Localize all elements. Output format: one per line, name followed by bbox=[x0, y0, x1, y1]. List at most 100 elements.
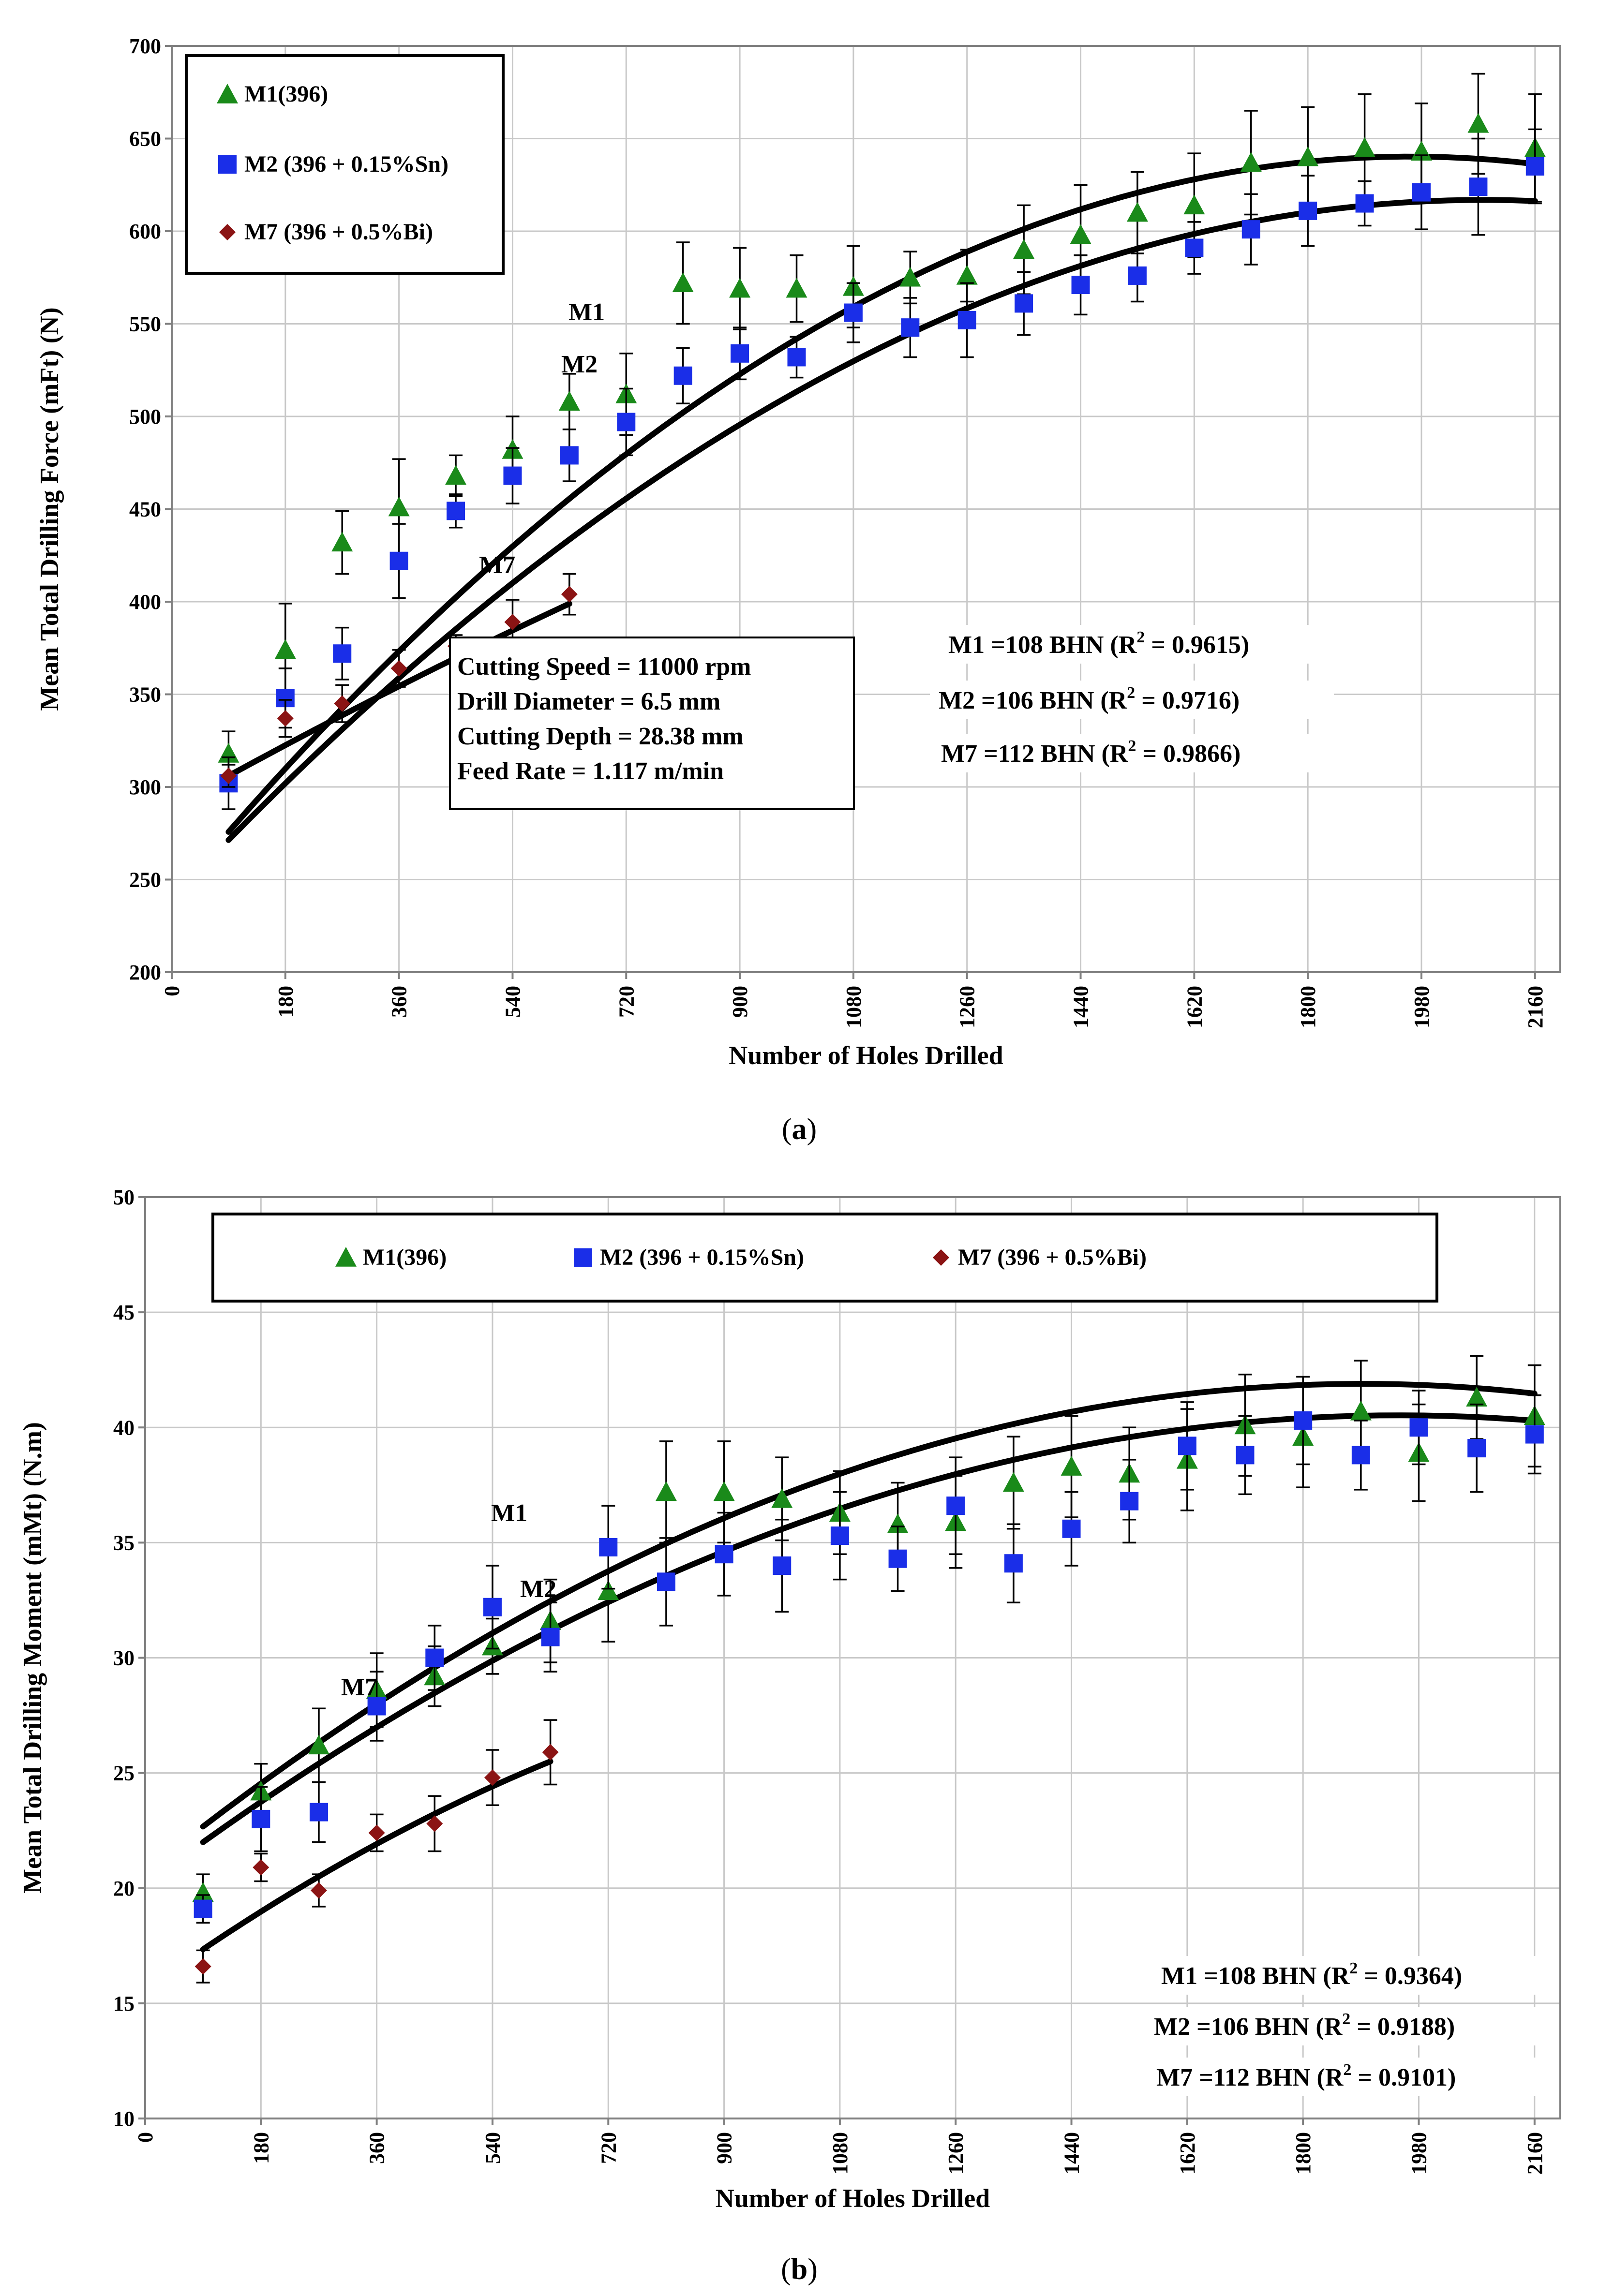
trendline-m2 bbox=[200, 1412, 1538, 1845]
x-tick-label: 720 bbox=[614, 986, 638, 1018]
data-point bbox=[333, 644, 352, 663]
data-point bbox=[368, 1824, 385, 1841]
data-point bbox=[713, 1481, 735, 1501]
legend: M1(396) M2 (396 + 0.15%Sn) M7 (396 + 0.5%B… bbox=[185, 54, 505, 275]
r2-label-suffix: = 0.9364) bbox=[1358, 1962, 1462, 1990]
data-point bbox=[334, 695, 351, 712]
r2-superscript: 2 bbox=[1128, 737, 1136, 755]
r2-label-prefix: M7 =112 BHN (R bbox=[1156, 2064, 1344, 2091]
x-tick-label: 1440 bbox=[1060, 2132, 1084, 2175]
chart-b-drilling-moment: 10 15 20 25 30 35 40 45 50 0 180 360 540 720 900 1080 12… bbox=[18, 1185, 1561, 2286]
x-axis-title: Number of Holes Drilled bbox=[716, 2184, 990, 2213]
data-point bbox=[786, 278, 807, 298]
data-point bbox=[1128, 266, 1147, 285]
data-point bbox=[484, 1769, 501, 1786]
r2-superscript: 2 bbox=[1349, 1959, 1358, 1977]
x-tick-label: 1260 bbox=[956, 986, 979, 1028]
data-point bbox=[729, 278, 751, 298]
series-m1 bbox=[192, 1355, 1545, 1912]
x-tick-label: 360 bbox=[388, 986, 411, 1018]
data-point bbox=[445, 465, 467, 485]
data-point bbox=[483, 1598, 502, 1616]
legend-entry: M1(396) bbox=[244, 81, 328, 107]
y-tick-label: 200 bbox=[129, 961, 161, 984]
y-tick-label: 550 bbox=[129, 312, 161, 336]
data-point bbox=[617, 413, 636, 431]
y-tick-label: 15 bbox=[113, 1992, 134, 2015]
cutting-conditions-box: Cutting Speed = 11000 rpm Drill Diameter … bbox=[449, 637, 855, 810]
legend-marker bbox=[217, 84, 238, 104]
r2-label-suffix: = 0.9188) bbox=[1350, 2013, 1455, 2041]
conditions-frame bbox=[449, 637, 855, 810]
data-point bbox=[331, 532, 353, 552]
y-tick-label: 250 bbox=[129, 868, 161, 892]
data-point bbox=[1185, 238, 1204, 257]
series-m7 bbox=[194, 1719, 559, 1984]
data-point bbox=[194, 1899, 212, 1918]
data-point bbox=[1299, 201, 1317, 220]
data-point bbox=[1013, 239, 1035, 259]
data-point bbox=[1015, 294, 1033, 313]
data-point bbox=[957, 311, 976, 329]
subfigure-caption: (b) bbox=[781, 2253, 818, 2286]
r2-label-background bbox=[932, 734, 1336, 772]
trendline-m1 bbox=[225, 153, 1538, 835]
data-point bbox=[1351, 1446, 1370, 1465]
r2-label-prefix: M1 =108 BHN (R bbox=[1161, 1962, 1350, 1990]
r2-label-suffix: = 0.9716) bbox=[1135, 687, 1240, 714]
data-point bbox=[1350, 1400, 1372, 1421]
x-tick-label: 1800 bbox=[1291, 2132, 1315, 2175]
y-tick-label: 30 bbox=[113, 1646, 134, 1670]
data-point bbox=[310, 1882, 327, 1899]
data-point bbox=[1525, 1425, 1544, 1444]
data-point bbox=[1070, 224, 1091, 244]
r2-superscript: 2 bbox=[1342, 2010, 1350, 2028]
y-tick-label: 20 bbox=[113, 1877, 134, 1900]
data-point bbox=[715, 1545, 733, 1564]
data-point bbox=[946, 1496, 965, 1515]
y-tick-label: 500 bbox=[129, 405, 161, 429]
data-point bbox=[887, 1513, 909, 1533]
data-point bbox=[425, 1648, 444, 1667]
data-point bbox=[274, 639, 296, 659]
data-point bbox=[673, 366, 692, 385]
y-tick-label: 300 bbox=[129, 775, 161, 799]
legend-entry: M7 (396 + 0.5%Bi) bbox=[958, 1244, 1147, 1270]
x-tick-label: 1620 bbox=[1176, 2132, 1199, 2175]
x-tick-label: 360 bbox=[365, 2132, 389, 2164]
r2-label-prefix: M2 =106 BHN (R bbox=[1154, 2013, 1343, 2041]
r2-label: M1 =108 BHN (R2 = 0.9615) bbox=[948, 628, 1249, 659]
r2-label: M7 =112 BHN (R2 = 0.9866) bbox=[941, 737, 1240, 768]
r2-label-prefix: M1 =108 BHN (R bbox=[948, 631, 1137, 659]
data-point bbox=[194, 1958, 211, 1975]
r2-label-prefix: M2 =106 BHN (R bbox=[939, 687, 1128, 714]
data-point bbox=[220, 768, 237, 785]
subfigure-caption: (a) bbox=[782, 1113, 817, 1146]
legend: M1(396) M2 (396 + 0.15%Sn) M7 (396 + 0.5%B… bbox=[211, 1213, 1438, 1303]
x-tick-label: 0 bbox=[134, 2132, 157, 2143]
data-point bbox=[252, 1809, 270, 1828]
data-point bbox=[1120, 1492, 1139, 1511]
x-tick-label: 540 bbox=[481, 2132, 505, 2164]
r2-label-background bbox=[940, 625, 1344, 664]
data-point bbox=[1240, 152, 1262, 172]
y-tick-label: 700 bbox=[129, 34, 161, 58]
data-point bbox=[844, 303, 863, 322]
data-point bbox=[771, 1488, 793, 1508]
x-tick-label: 900 bbox=[713, 2132, 736, 2164]
data-point bbox=[1469, 178, 1488, 196]
x-tick-label: 540 bbox=[501, 986, 524, 1018]
legend-entry: M2 (396 + 0.15%Sn) bbox=[244, 151, 448, 177]
data-point bbox=[192, 1882, 214, 1902]
data-point bbox=[1071, 276, 1090, 295]
data-point bbox=[503, 466, 522, 485]
data-point bbox=[655, 1481, 677, 1501]
data-point bbox=[1002, 1472, 1024, 1492]
caption-open: ( bbox=[782, 1113, 792, 1146]
data-point bbox=[367, 1697, 386, 1716]
x-tick-label: 900 bbox=[728, 986, 752, 1018]
data-point bbox=[1297, 146, 1319, 166]
y-tick-label: 450 bbox=[129, 498, 161, 521]
data-point bbox=[542, 1744, 559, 1761]
r2-label-background bbox=[1148, 2058, 1552, 2096]
